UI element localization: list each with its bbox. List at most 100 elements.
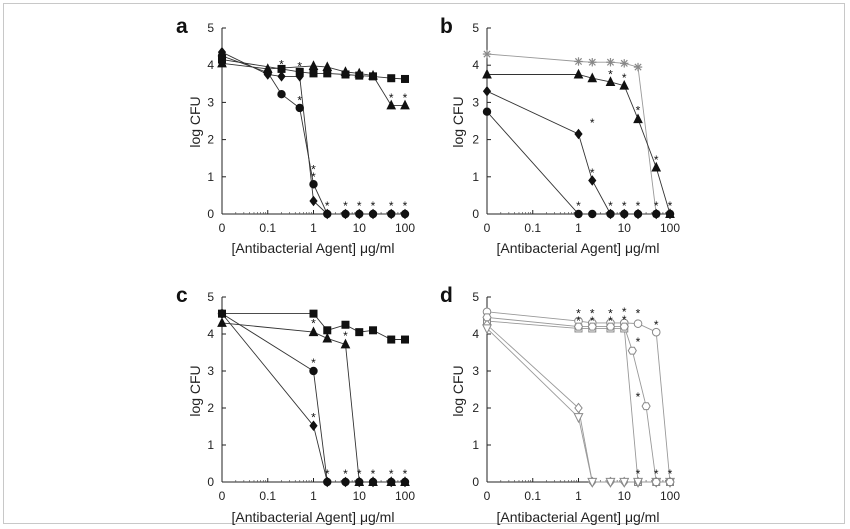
panel-c-ylabel: log CFU bbox=[187, 365, 203, 416]
point-triangle bbox=[308, 326, 319, 337]
significance-marker: * bbox=[622, 71, 627, 85]
significance-marker: * bbox=[389, 91, 394, 105]
x-tick-label: 1 bbox=[575, 221, 582, 235]
panel-a-ylabel: log CFU bbox=[187, 96, 203, 147]
y-tick-label: 5 bbox=[207, 21, 214, 35]
y-tick-label: 3 bbox=[207, 95, 214, 109]
significance-marker: * bbox=[357, 467, 362, 481]
significance-marker: * bbox=[636, 199, 641, 213]
significance-marker: * bbox=[636, 390, 641, 404]
point-open-triangle-down bbox=[481, 324, 493, 335]
significance-marker: * bbox=[297, 59, 302, 73]
x-tick-label: 1 bbox=[310, 489, 317, 503]
panel-a: a log CFU [Antibacterial Agent] μg/ml 0 1… bbox=[176, 15, 415, 256]
point-triangle bbox=[587, 72, 598, 83]
significance-marker: * bbox=[636, 307, 641, 321]
series-line-open-circle bbox=[486, 311, 671, 483]
significance-marker: * bbox=[325, 467, 330, 481]
point-triangle bbox=[354, 67, 365, 78]
significance-marker: * bbox=[403, 199, 408, 213]
x-tick-label: 0 bbox=[219, 221, 226, 235]
point-circle bbox=[574, 209, 583, 219]
significance-marker: * bbox=[622, 305, 627, 319]
y-tick-label: 0 bbox=[207, 207, 214, 221]
x-tick-label: 0.1 bbox=[524, 221, 541, 235]
panel-d-ylabel: log CFU bbox=[450, 365, 466, 416]
x-tick-label: 100 bbox=[660, 489, 680, 503]
x-tick-label: 10 bbox=[618, 489, 632, 503]
point-diamond bbox=[323, 476, 332, 488]
significance-marker: * bbox=[608, 307, 613, 321]
point-triangle bbox=[633, 113, 643, 124]
point-cross bbox=[606, 58, 615, 67]
y-tick-label: 5 bbox=[207, 290, 214, 304]
x-tick-label: 1 bbox=[310, 221, 317, 235]
significance-marker: * bbox=[576, 199, 581, 213]
point-diamond bbox=[277, 71, 286, 82]
point-open-hexagon bbox=[482, 313, 492, 322]
significance-marker: * bbox=[636, 104, 641, 118]
point-square bbox=[400, 74, 409, 83]
figure-frame bbox=[3, 3, 845, 524]
panel-c: c log CFU [Antibacterial Agent] μg/ml 0 1… bbox=[176, 284, 415, 525]
point-diamond bbox=[309, 420, 318, 432]
point-circle bbox=[309, 180, 318, 189]
point-circle bbox=[309, 366, 318, 376]
significance-marker: * bbox=[279, 57, 284, 71]
panel-b-label: b bbox=[440, 15, 453, 38]
point-open-triangle-down bbox=[619, 477, 630, 488]
point-cross bbox=[633, 62, 643, 72]
point-square bbox=[341, 320, 350, 329]
y-tick-label: 0 bbox=[207, 475, 214, 489]
significance-marker: * bbox=[576, 307, 581, 321]
significance-marker: * bbox=[343, 467, 348, 481]
significance-marker: * bbox=[608, 314, 613, 328]
point-triangle bbox=[651, 161, 662, 172]
panel-b: b log CFU [Antibacterial Agent] μg/ml 0 1… bbox=[440, 15, 680, 256]
point-triangle bbox=[217, 57, 227, 68]
point-triangle bbox=[386, 99, 397, 110]
point-diamond bbox=[355, 476, 364, 488]
significance-marker: * bbox=[668, 467, 673, 481]
point-cross bbox=[620, 59, 629, 68]
point-triangle bbox=[340, 66, 351, 76]
x-tick-label: 10 bbox=[353, 221, 367, 235]
significance-marker: * bbox=[590, 314, 595, 328]
panel-a-xlabel: [Antibacterial Agent] μg/ml bbox=[232, 240, 395, 256]
y-tick-label: 3 bbox=[472, 364, 479, 378]
point-diamond bbox=[341, 476, 350, 488]
point-diamond bbox=[387, 476, 396, 488]
point-diamond bbox=[217, 46, 227, 58]
point-triangle bbox=[482, 68, 492, 79]
significance-marker: * bbox=[403, 91, 408, 105]
significance-marker: * bbox=[403, 467, 408, 481]
significance-marker: * bbox=[311, 162, 316, 176]
significance-marker: * bbox=[608, 68, 613, 82]
y-tick-label: 2 bbox=[472, 401, 479, 415]
significance-marker: * bbox=[311, 356, 316, 370]
significance-marker: * bbox=[325, 199, 330, 213]
point-triangle bbox=[619, 79, 630, 90]
point-open-circle bbox=[651, 327, 661, 337]
point-diamond bbox=[387, 208, 396, 220]
point-diamond bbox=[355, 208, 364, 220]
panel-c-label: c bbox=[176, 284, 188, 307]
significance-marker: * bbox=[654, 318, 659, 332]
point-diamond bbox=[309, 195, 318, 207]
point-diamond bbox=[368, 208, 378, 220]
point-open-hexagon bbox=[573, 322, 584, 331]
significance-marker: * bbox=[590, 166, 595, 180]
significance-marker: * bbox=[311, 317, 316, 331]
y-tick-label: 0 bbox=[472, 207, 479, 221]
y-tick-label: 4 bbox=[472, 58, 479, 72]
point-cross bbox=[482, 49, 492, 59]
x-tick-label: 0 bbox=[219, 489, 226, 503]
point-open-triangle-down bbox=[587, 477, 598, 488]
point-square bbox=[400, 335, 409, 344]
significance-marker: * bbox=[654, 153, 659, 167]
point-open-hexagon bbox=[641, 402, 651, 411]
point-cross bbox=[588, 58, 597, 67]
y-tick-label: 1 bbox=[472, 170, 479, 184]
point-triangle bbox=[573, 68, 584, 79]
point-square bbox=[387, 335, 396, 344]
